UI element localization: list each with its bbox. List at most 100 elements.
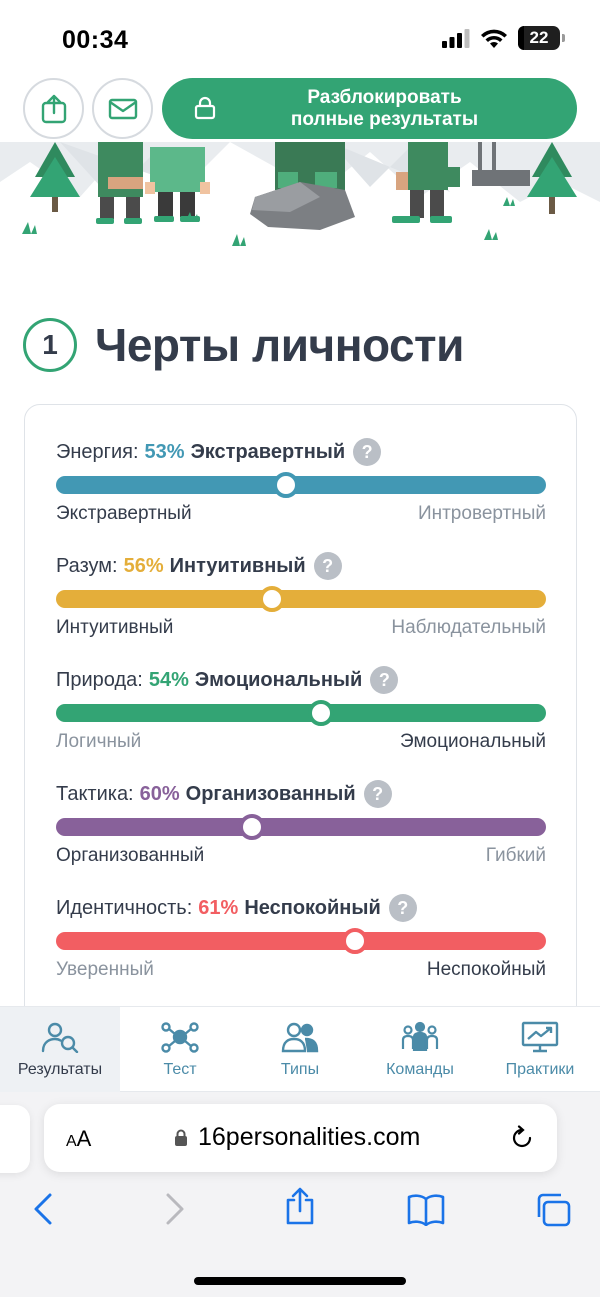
tab-teams[interactable]: Команды [360, 1007, 480, 1093]
trait-left-label: Интуитивный [56, 617, 174, 638]
help-question-icon[interactable]: ? [370, 666, 399, 694]
battery-indicator: 22 [518, 26, 565, 50]
share-results-button[interactable] [23, 78, 84, 139]
trait-label: Идентичность: [56, 896, 193, 919]
address-bar[interactable]: AA 16personalities.com [44, 1104, 557, 1172]
trait-header: Энергия: 53% Экстравертный? [56, 437, 546, 467]
top-actions: Разблокировать полные результаты [0, 78, 600, 142]
trait-label: Разум: [56, 554, 118, 577]
trait-knob [239, 814, 265, 840]
trait-row: Энергия: 53% Экстравертный? Экстравертный Ин… [56, 437, 546, 525]
trait-right-label: Эмоциональный [400, 731, 546, 752]
tab-results[interactable]: Результаты [0, 1007, 120, 1093]
trait-left-label: Экстравертный [56, 503, 192, 524]
browser-toolbar [0, 1187, 600, 1236]
trait-type: Организованный [185, 782, 356, 805]
trait-left-label: Уверенный [56, 959, 154, 980]
status-bar: 00:34 22 [0, 0, 600, 78]
reader-options-button[interactable]: AA [66, 1126, 91, 1152]
lock-icon [175, 1129, 187, 1146]
tab-test[interactable]: Тест [120, 1007, 240, 1093]
aa-small-label: A [66, 1133, 77, 1150]
tab-practices[interactable]: Практики [480, 1007, 600, 1093]
mail-icon [108, 98, 137, 119]
battery-level: 22 [529, 28, 549, 47]
trait-type: Неспокойный [244, 896, 381, 919]
trait-knob [307, 700, 334, 726]
teams-icon [401, 1021, 439, 1051]
section-title: Черты личности [95, 319, 464, 371]
traits-card: Энергия: 53% Экстравертный? Экстравертный Ин… [24, 404, 577, 1044]
trait-left-label: Логичный [56, 731, 142, 752]
trait-knob [341, 928, 368, 954]
trait-row: Разум: 56% Интуитивный? Интуитивный Наблюдат… [56, 551, 546, 639]
trait-type: Интуитивный [169, 554, 306, 577]
trait-bar [56, 472, 546, 498]
trait-header: Тактика: 60% Организованный? [56, 779, 546, 809]
help-question-icon[interactable]: ? [353, 438, 382, 466]
help-question-icon[interactable]: ? [313, 552, 342, 580]
status-time: 00:34 [62, 26, 129, 54]
wifi-icon [481, 29, 507, 48]
tabs-icon[interactable] [534, 1192, 572, 1228]
trait-header: Разум: 56% Интуитивный? [56, 551, 546, 581]
trait-percent: 54% [148, 668, 189, 691]
trait-right-label: Неспокойный [426, 959, 546, 980]
help-question-icon[interactable]: ? [363, 780, 392, 808]
email-results-button[interactable] [92, 78, 153, 139]
trait-label: Тактика: [56, 782, 134, 805]
trait-bar [56, 928, 546, 954]
trait-row: Природа: 54% Эмоциональный? Логичный Эмоцион… [56, 665, 546, 753]
tab-practices-label: Практики [505, 1061, 575, 1078]
section-heading: 1 Черты личности [23, 318, 464, 372]
trait-label: Природа: [56, 668, 143, 691]
types-icon [281, 1022, 319, 1053]
forward-icon[interactable] [164, 1192, 186, 1226]
trait-bar [56, 586, 546, 612]
unlock-label: Разблокировать полные результаты [162, 87, 577, 131]
trait-knob [258, 586, 285, 612]
trait-ends: Уверенный Неспокойный [56, 959, 546, 981]
bottom-tab-bar: Результаты Тест Типы Команды [0, 1006, 600, 1093]
trait-header: Идентичность: 61% Неспокойный? [56, 893, 546, 923]
unlock-label-line2: полные результаты [290, 108, 479, 130]
bookmarks-icon[interactable] [406, 1192, 446, 1226]
lock-icon [194, 96, 216, 120]
unlock-full-results-button[interactable]: Разблокировать полные результаты [162, 78, 577, 139]
tab-teams-label: Команды [386, 1061, 454, 1078]
url-text: 16personalities.com [198, 1123, 421, 1151]
trait-right-label: Гибкий [485, 845, 546, 866]
trait-percent: 61% [198, 896, 239, 919]
practices-icon [521, 1021, 559, 1053]
trait-row: Идентичность: 61% Неспокойный? Уверенный Нес… [56, 893, 546, 981]
trait-header: Природа: 54% Эмоциональный? [56, 665, 546, 695]
hero-illustration [0, 142, 600, 272]
share-icon[interactable] [284, 1186, 316, 1226]
trait-left-label: Организованный [56, 845, 205, 866]
status-icons: 22 [442, 26, 565, 50]
back-icon[interactable] [32, 1192, 54, 1226]
trait-bar [56, 814, 546, 840]
signal-icon [442, 29, 470, 48]
reload-icon[interactable] [509, 1125, 535, 1151]
trait-ends: Интуитивный Наблюдательный [56, 617, 546, 639]
trait-right-label: Наблюдательный [391, 617, 546, 638]
tab-types[interactable]: Типы [240, 1007, 360, 1093]
aa-large-label: A [76, 1126, 92, 1151]
trait-knob [273, 472, 300, 498]
trait-ends: Экстравертный Интровертный [56, 503, 546, 525]
share-icon [41, 94, 66, 123]
trait-ends: Организованный Гибкий [56, 845, 546, 867]
trait-row: Тактика: 60% Организованный? Организованный… [56, 779, 546, 867]
trait-type: Эмоциональный [194, 668, 363, 691]
browser-chrome: AA 16personalities.com [0, 1092, 600, 1297]
url-display[interactable]: 16personalities.com [174, 1123, 420, 1152]
home-indicator [194, 1277, 406, 1285]
trait-right-label: Интровертный [417, 503, 546, 524]
tab-test-label: Тест [163, 1061, 197, 1078]
help-question-icon[interactable]: ? [388, 894, 417, 922]
unlock-label-line1: Разблокировать [307, 86, 462, 108]
previous-tab-preview[interactable] [0, 1105, 30, 1173]
section-number: 1 [23, 318, 77, 372]
trait-percent: 53% [144, 440, 185, 463]
